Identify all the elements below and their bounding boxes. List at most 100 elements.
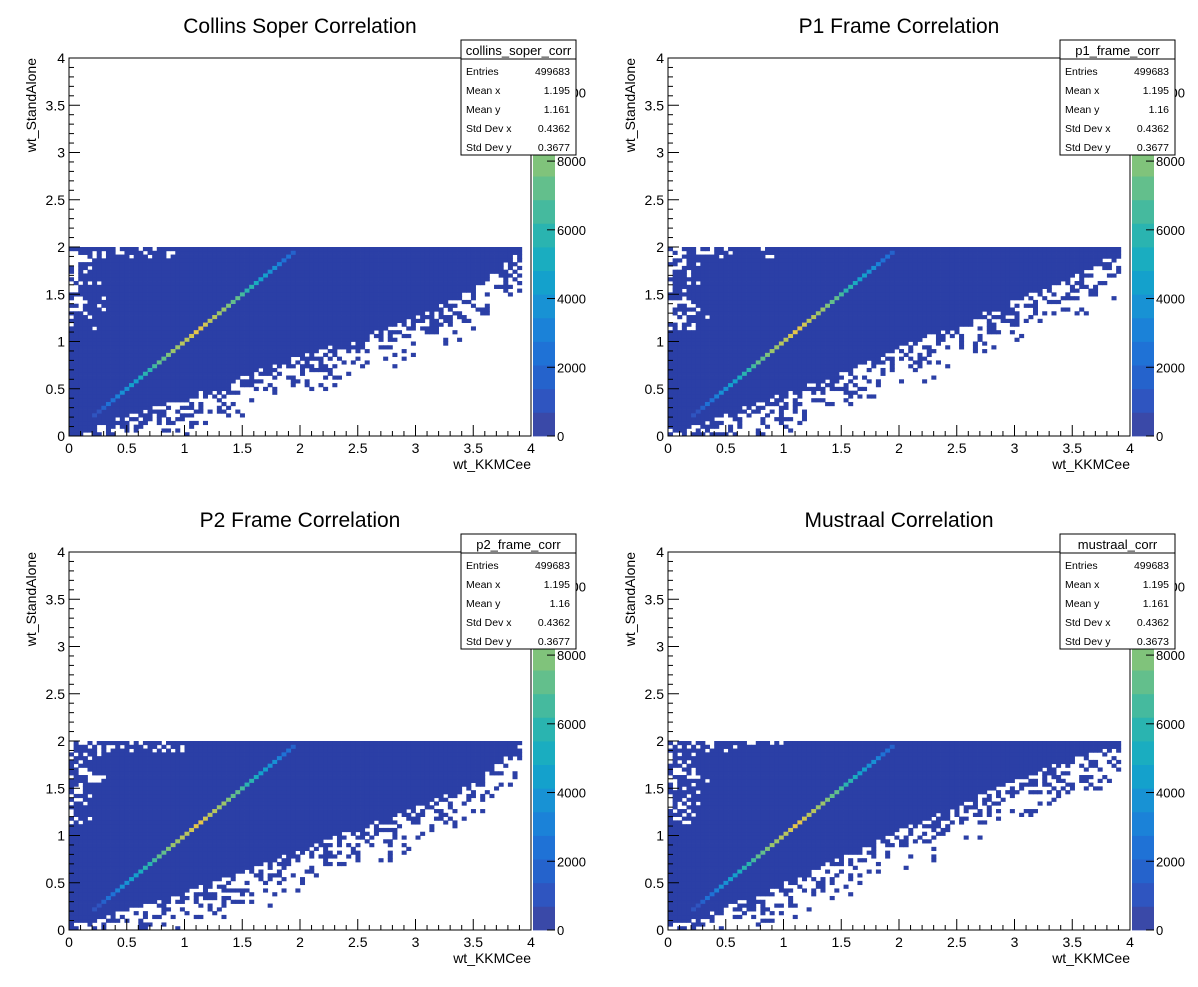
density-bin [760,315,766,320]
density-bin [681,352,687,358]
density-bin [87,424,93,429]
density-bin [332,254,338,259]
density-bin [714,424,720,429]
density-bin [797,375,803,380]
density-bin [387,254,393,259]
density-bin [272,296,278,301]
density-bin [765,371,771,376]
density-bin [73,303,79,308]
density-bin [300,288,306,293]
density-bin [369,254,375,259]
density-bin [691,292,697,297]
density-bin [512,269,518,274]
density-bin [801,364,807,369]
density-bin [82,345,88,350]
density-bin [686,265,692,271]
density-bin [677,345,683,350]
density-bin [221,345,227,350]
density-bin [341,360,347,365]
density-bin [686,333,692,339]
density-bin [161,345,167,350]
density-bin [166,375,172,380]
density-bin [677,296,683,301]
density-bin [751,262,757,267]
density-bin [198,364,204,369]
density-bin [475,262,481,267]
density-bin [198,375,204,380]
density-bin [212,345,218,350]
density-bin [119,424,125,429]
density-bin [811,318,817,323]
density-bin [147,315,153,320]
density-bin [175,364,181,369]
density-bin [161,250,167,255]
density-bin [198,330,204,335]
density-bin [179,352,185,358]
density-bin [189,265,195,271]
density-bin [110,417,116,422]
density-bin [681,247,687,252]
density-bin [258,337,264,342]
density-bin [723,345,729,350]
stats-row-value: 0.4362 [538,123,570,135]
density-bin [82,292,88,297]
density-bin [323,315,329,320]
density-bin [815,330,821,335]
density-bin [737,405,743,410]
density-bin [166,322,172,327]
density-bin [681,277,687,282]
density-bin [765,330,771,335]
density-bin [92,292,98,297]
density-bin [691,265,697,271]
density-bin [480,311,486,316]
density-bin [341,303,347,308]
density-bin [704,356,710,361]
density-bin [788,269,794,274]
density-bin [397,281,403,286]
density-bin [452,247,458,252]
density-bin [92,269,98,274]
density-bin [517,250,523,255]
density-bin [235,303,241,308]
density-bin [843,383,849,388]
density-bin [797,273,803,278]
density-bin [166,311,172,316]
density-bin [244,296,250,301]
y-tick-label: 1 [57,334,65,350]
density-bin [857,337,863,342]
density-bin [834,360,840,365]
density-bin [119,352,125,358]
density-bin [677,284,683,289]
density-bin [848,299,854,305]
density-bin [226,356,232,361]
density-bin [350,303,356,308]
density-bin [152,356,158,361]
density-bin [198,401,204,407]
density-bin [193,307,199,312]
density-bin [249,262,255,267]
density-bin [704,303,710,308]
density-bin [78,315,84,320]
density-bin [410,307,416,312]
y-tick-label: 0 [57,428,65,444]
density-bin [406,273,412,278]
density-bin [124,367,130,373]
density-bin [115,375,121,380]
density-bin [82,417,88,422]
density-bin [461,258,467,263]
density-bin [406,292,412,297]
density-bin [751,360,757,365]
density-bin [774,337,780,342]
density-bin [290,326,296,331]
density-bin [286,284,292,289]
density-bin [475,265,481,271]
density-bin [686,401,692,407]
density-bin [272,284,278,289]
density-bin [797,318,803,323]
density-bin [142,292,148,297]
density-bin [179,318,185,323]
density-bin [691,409,697,414]
density-bin [235,356,241,361]
density-bin [741,345,747,350]
density-bin [105,247,111,252]
